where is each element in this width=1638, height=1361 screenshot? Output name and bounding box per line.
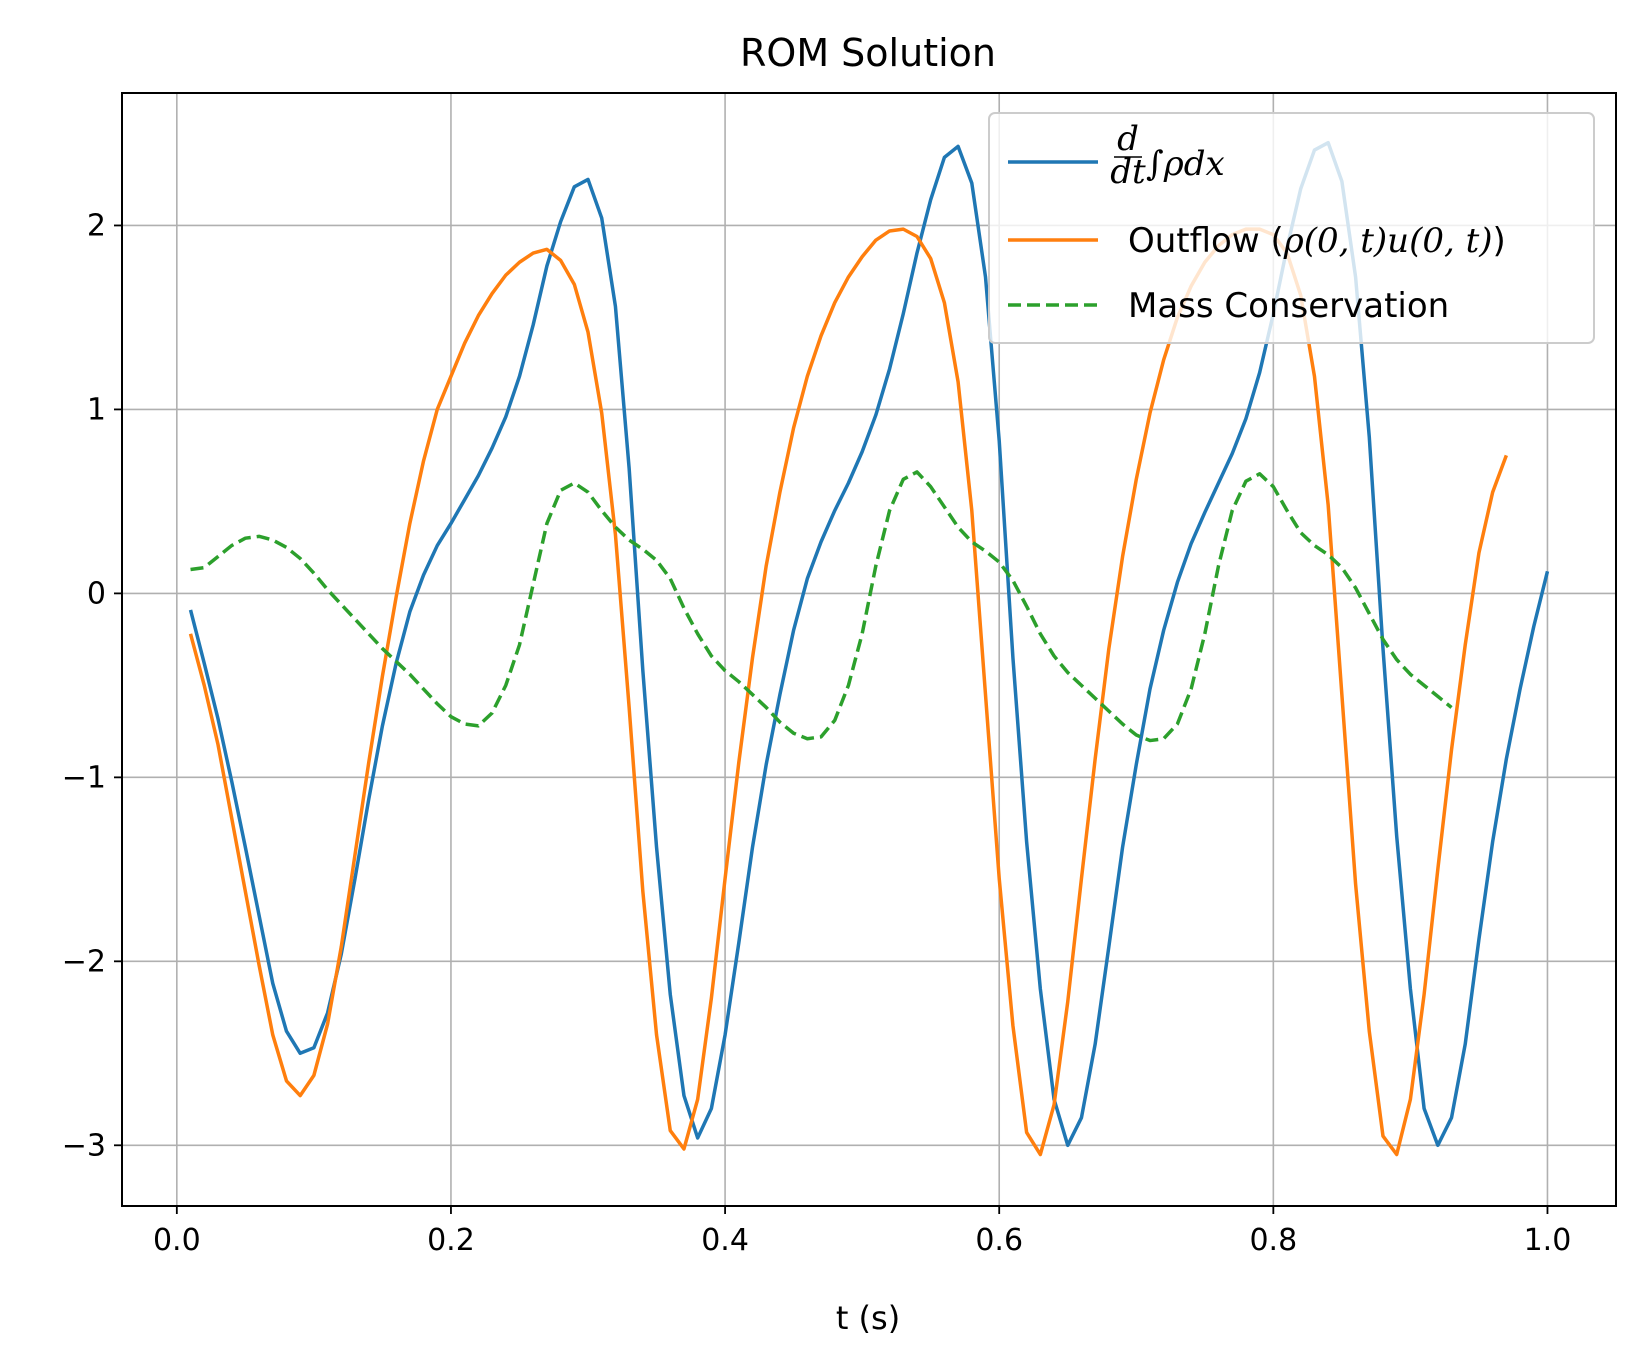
x-tick-label: 0.6 — [975, 1223, 1023, 1258]
legend-box — [988, 112, 1595, 344]
legend-label-0-denominator: dt — [1110, 152, 1146, 192]
legend-label-1: Outflow (ρ(0, t)u(0, t)) — [1128, 221, 1506, 261]
y-axis-ticks: −3 −2 −1 0 1 2 — [62, 208, 122, 1163]
legend: d dt ∫ρdx Outflow (ρ(0, t)u(0, t)) Mass … — [988, 112, 1595, 344]
series-line-2 — [190, 470, 1453, 743]
legend-label-2: Mass Conservation — [1128, 286, 1449, 326]
legend-label-1-math: ρ(0, t)u(0, t) — [1283, 221, 1493, 261]
y-tick-label: 2 — [87, 208, 106, 243]
x-axis-ticks: 0.0 0.2 0.4 0.6 0.8 1.0 — [153, 1206, 1571, 1258]
legend-entry-1: Outflow (ρ(0, t)u(0, t)) — [1008, 221, 1506, 261]
x-tick-label: 0.8 — [1249, 1223, 1297, 1258]
y-tick-label: −3 — [62, 1128, 106, 1163]
legend-label-0-numerator: d — [1117, 119, 1139, 159]
y-tick-label: −2 — [62, 944, 106, 979]
legend-entry-2: Mass Conservation — [1008, 286, 1449, 326]
y-tick-label: 1 — [87, 392, 106, 427]
legend-label-1-prefix: Outflow ( — [1128, 221, 1284, 261]
y-tick-label: −1 — [62, 760, 106, 795]
legend-entry-0: d dt ∫ρdx — [1008, 119, 1225, 192]
y-tick-label: 0 — [87, 576, 106, 611]
x-tick-label: 1.0 — [1524, 1223, 1572, 1258]
chart-title: ROM Solution — [740, 31, 996, 75]
x-tick-label: 0.2 — [427, 1223, 475, 1258]
x-tick-label: 0.4 — [701, 1223, 749, 1258]
legend-label-1-suffix: ) — [1493, 221, 1506, 261]
x-tick-label: 0.0 — [153, 1223, 201, 1258]
x-axis-label: t (s) — [836, 1299, 900, 1337]
legend-label-0-integral: ∫ρdx — [1146, 144, 1225, 184]
grid-y — [122, 224, 1616, 1147]
plot-frame — [121, 92, 1617, 1207]
